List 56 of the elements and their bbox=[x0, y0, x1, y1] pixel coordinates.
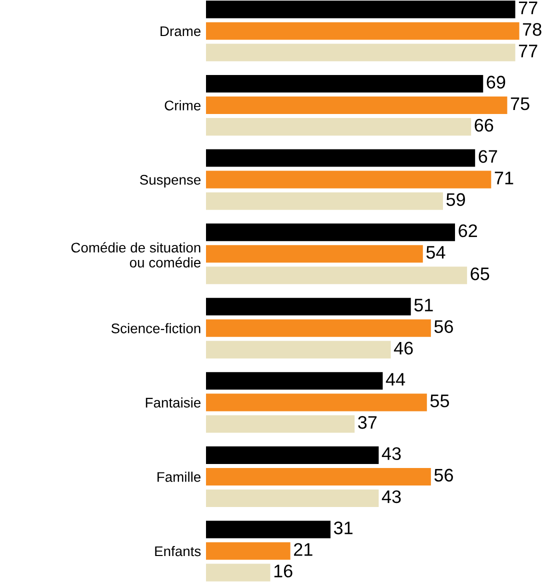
y-tick-label: Famille bbox=[158, 472, 201, 482]
data-label: 69 bbox=[486, 76, 506, 89]
bar bbox=[206, 170, 492, 188]
bar bbox=[206, 0, 516, 18]
data-label: 31 bbox=[334, 522, 352, 534]
bar bbox=[206, 96, 508, 114]
data-label: 46 bbox=[394, 342, 413, 355]
data-label: 21 bbox=[294, 543, 312, 556]
data-label: 16 bbox=[274, 564, 292, 578]
data-label: 56 bbox=[434, 468, 453, 482]
bar bbox=[206, 446, 379, 464]
data-label: 77 bbox=[518, 44, 538, 58]
data-label: 66 bbox=[474, 118, 494, 132]
bar bbox=[206, 266, 468, 284]
y-tick-label: Comédie de situation ou comédie bbox=[71, 242, 201, 268]
bar bbox=[206, 372, 383, 390]
bar bbox=[206, 245, 423, 263]
data-label: 43 bbox=[382, 490, 401, 504]
data-label: 67 bbox=[478, 150, 498, 163]
data-label: 56 bbox=[434, 320, 453, 333]
data-label: 59 bbox=[446, 193, 465, 206]
data-label: 37 bbox=[358, 416, 377, 429]
bar bbox=[206, 22, 520, 40]
bar bbox=[206, 118, 472, 136]
y-tick-label: Science-fiction bbox=[111, 323, 200, 334]
data-label: 44 bbox=[386, 373, 406, 386]
bar bbox=[206, 224, 456, 242]
bar bbox=[206, 74, 484, 92]
bar bbox=[206, 468, 431, 486]
bar bbox=[206, 490, 379, 508]
data-label: 55 bbox=[430, 394, 449, 408]
bar bbox=[206, 542, 290, 560]
data-label: 78 bbox=[522, 23, 542, 36]
data-label: 65 bbox=[470, 267, 490, 280]
data-label: 77 bbox=[518, 2, 538, 14]
data-label: 71 bbox=[494, 172, 514, 184]
y-tick-label: Suspense bbox=[140, 174, 201, 188]
y-tick-label: Enfants bbox=[155, 546, 201, 556]
bar bbox=[206, 149, 476, 167]
data-label: 75 bbox=[510, 98, 530, 110]
y-tick-label: Drame bbox=[160, 26, 201, 36]
bar bbox=[206, 520, 331, 538]
bar bbox=[206, 340, 391, 358]
bar bbox=[206, 394, 427, 412]
bar bbox=[206, 319, 431, 337]
data-label: 54 bbox=[426, 246, 446, 259]
y-tick-label: Crime bbox=[164, 100, 201, 110]
bar bbox=[206, 298, 411, 316]
data-label: 43 bbox=[382, 447, 401, 460]
bar bbox=[206, 564, 270, 582]
bar bbox=[206, 44, 516, 62]
data-label: 51 bbox=[414, 298, 433, 312]
y-tick-label: Fantaisie bbox=[146, 397, 201, 408]
bar bbox=[206, 192, 443, 210]
bar bbox=[206, 415, 355, 433]
data-label: 62 bbox=[458, 224, 477, 238]
